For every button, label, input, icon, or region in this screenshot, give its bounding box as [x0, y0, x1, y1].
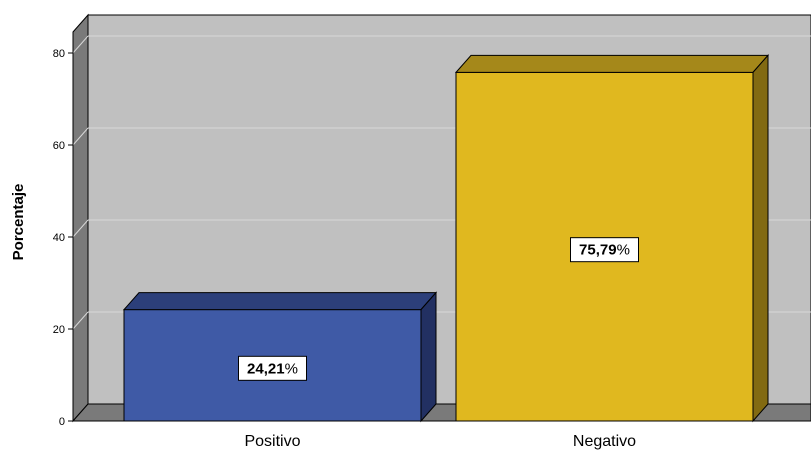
- gridline-wall: [72, 35, 89, 54]
- gridline-wall: [72, 219, 89, 238]
- data-label-box: [570, 237, 639, 263]
- bar-group: 75,79%: [454, 54, 770, 423]
- bar-side: [752, 54, 769, 423]
- data-label-box: [238, 355, 307, 381]
- data-label-percent: %: [285, 360, 298, 377]
- y-tick-label: 80: [53, 48, 65, 60]
- y-tick-label: 20: [53, 324, 65, 336]
- data-label-number: 75,79: [579, 242, 617, 259]
- gridline-wall: [72, 127, 89, 146]
- bar-top: [454, 54, 770, 73]
- bars: 24,21%75,79%: [122, 54, 770, 423]
- x-tick-label: Negativo: [573, 433, 636, 450]
- bar-group: 24,21%: [122, 291, 438, 423]
- x-axis-labels: Positivo Negativo: [244, 433, 636, 450]
- left-wall: [72, 13, 89, 423]
- y-tick-label: 0: [59, 416, 65, 428]
- y-tick-label: 40: [53, 232, 65, 244]
- y-tick-label: 60: [53, 140, 65, 152]
- y-axis-label: Porcentaje: [10, 184, 27, 261]
- bar-side: [420, 291, 437, 423]
- bar-top: [122, 292, 438, 311]
- data-label: 75,79%: [579, 242, 630, 259]
- gridline-wall: [72, 311, 89, 330]
- y-axis: 0 20 40 60 80: [53, 38, 74, 428]
- data-label-number: 24,21: [247, 360, 285, 377]
- x-tick-label: Positivo: [244, 433, 300, 450]
- data-label: 24,21%: [247, 360, 298, 377]
- y-ticks: 0 20 40 60 80: [53, 48, 73, 428]
- data-label-percent: %: [617, 242, 630, 259]
